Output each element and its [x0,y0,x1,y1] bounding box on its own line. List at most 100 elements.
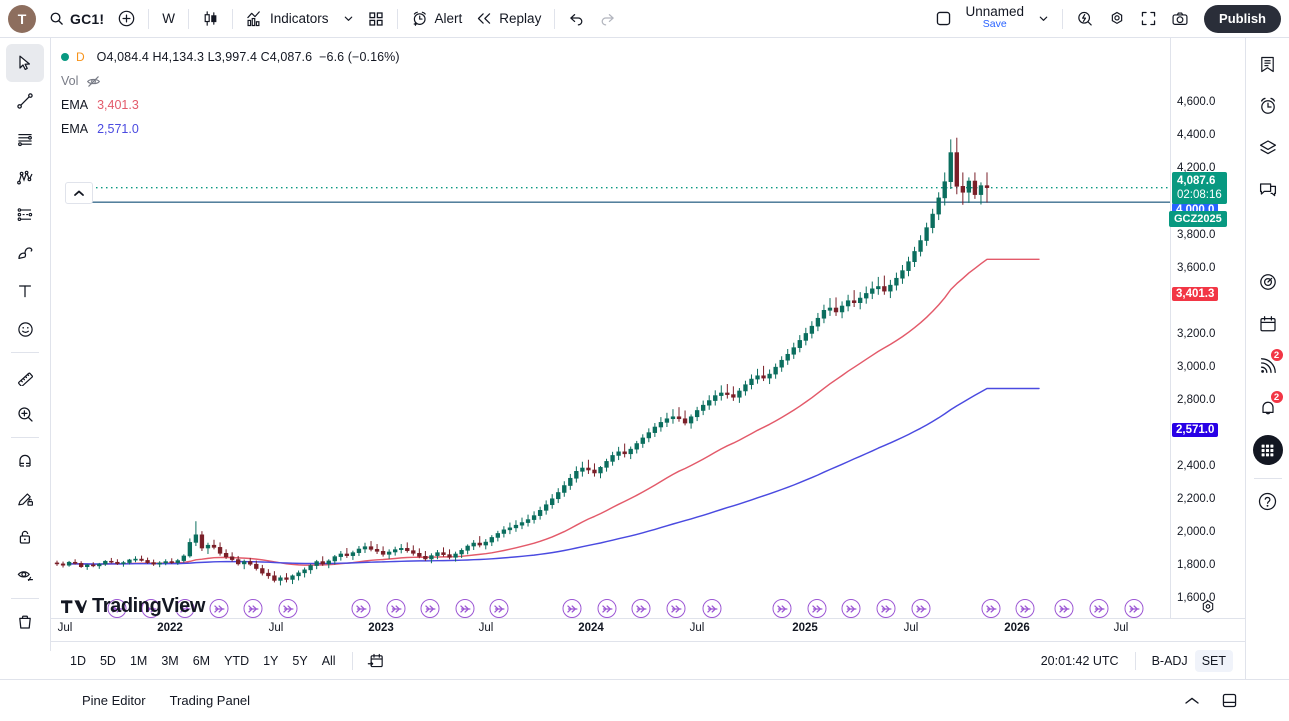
timeframe-6m[interactable]: 6M [192,653,211,668]
chat-icon[interactable] [1250,172,1286,208]
timeframe-1y[interactable]: 1Y [263,653,279,668]
news-icon[interactable]: 2 [1250,348,1286,384]
contract-rollover-marker[interactable] [911,599,931,618]
layout-square-button[interactable] [928,5,959,33]
adjustment-button[interactable]: B-ADJ [1151,653,1188,668]
legend-volume-row[interactable]: Vol [61,72,400,90]
price-scale[interactable]: 4,600.0 4,400.0 4,200.0 3,800.0 3,600.0 3,200… [1170,38,1245,637]
contract-rollover-marker[interactable] [841,599,861,618]
undo-button[interactable] [561,5,592,33]
cursor-tool[interactable] [6,44,44,82]
contract-rollover-marker[interactable] [175,599,195,618]
timeframe-3m[interactable]: 3M [161,653,179,668]
elliott-wave-tool[interactable] [6,158,44,196]
horizontal-lines-tool[interactable] [6,120,44,158]
contract-rollover-marker[interactable] [420,599,440,618]
contract-rollover-marker[interactable] [1089,599,1109,618]
contract-rollover-marker[interactable] [772,599,792,618]
alert-button[interactable]: Alert [404,5,470,33]
measure-tool[interactable] [6,357,44,395]
publish-button[interactable]: Publish [1204,4,1281,33]
contract-rollover-marker[interactable] [562,599,582,618]
text-tool[interactable] [6,272,44,310]
contract-rollover-marker[interactable] [243,599,263,618]
maximize-panel-icon[interactable] [1216,687,1243,714]
pane-collapse-button[interactable] [65,182,93,204]
trend-line-tool[interactable] [6,82,44,120]
legend-symbol-row[interactable]: D O4,084.4 H4,134.3 L3,997.4 C4,087.6 −6… [61,48,400,66]
help-icon[interactable] [1250,483,1286,519]
contract-rollover-marker[interactable] [278,599,298,618]
avatar[interactable]: T [8,4,36,33]
lock-drawings-tool[interactable] [6,518,44,556]
indicators-dropdown[interactable] [336,5,361,33]
contract-rollover-marker[interactable] [666,599,686,618]
contract-rollover-marker[interactable] [209,599,229,618]
chart-plot-area[interactable] [51,38,1170,618]
contract-rollover-marker[interactable] [981,599,1001,618]
symbol-search[interactable]: GC1! [42,5,111,33]
chart-clock[interactable]: 20:01:42 UTC [1040,653,1119,668]
add-symbol-button[interactable] [111,5,142,33]
contract-rollover-marker[interactable] [489,599,509,618]
replay-button[interactable]: Replay [469,5,548,33]
legend-ema2-row[interactable]: EMA 2,571.0 [61,120,400,138]
contract-rollover-marker[interactable] [1015,599,1035,618]
chart-settings-button[interactable] [1101,5,1133,33]
date-range-icon[interactable] [362,647,390,675]
interval-selector[interactable]: W [155,5,182,33]
settings-set-button[interactable]: SET [1194,649,1233,672]
brush-tool[interactable] [6,234,44,272]
timeframe-5d[interactable]: 5D [99,653,116,668]
eye-off-icon[interactable] [86,74,101,89]
quick-search-button[interactable] [1069,5,1101,33]
contract-rollover-marker[interactable] [455,599,475,618]
ideas-icon[interactable] [1250,264,1286,300]
price-scale-settings-icon[interactable] [1201,599,1216,614]
contract-rollover-marker[interactable] [386,599,406,618]
fib-retracement-tool[interactable] [6,196,44,234]
contract-rollover-marker[interactable] [702,599,722,618]
data-window-layers-icon[interactable] [1250,130,1286,166]
contract-rollover-marker[interactable] [1124,599,1144,618]
chart-pane[interactable]: D O4,084.4 H4,134.3 L3,997.4 C4,087.6 −6… [51,38,1245,641]
contract-rollover-marker[interactable] [141,599,161,618]
contract-rollover-marker[interactable] [1054,599,1074,618]
contract-rollover-marker[interactable] [631,599,651,618]
emoji-tool[interactable] [6,310,44,348]
expand-panel-icon[interactable] [1178,690,1206,712]
redo-button[interactable] [592,5,623,33]
tab-pine-editor[interactable]: Pine Editor [82,693,146,708]
chart-type-selector[interactable] [195,5,226,33]
timeframe-1d[interactable]: 1D [70,653,86,668]
drawing-mode-tool[interactable] [6,480,44,518]
contract-rollover-marker[interactable] [597,599,617,618]
fullscreen-button[interactable] [1133,5,1164,33]
timeframe-1m[interactable]: 1M [129,653,148,668]
layout-menu-button[interactable] [1031,5,1056,33]
watchlist-icon[interactable] [1250,46,1286,82]
contract-rollover-marker[interactable] [807,599,827,618]
remove-drawings-tool[interactable] [6,603,44,641]
tab-trading-panel[interactable]: Trading Panel [169,693,251,708]
contract-rollover-marker[interactable] [351,599,371,618]
layout-name-button[interactable]: Unnamed Save [959,4,1032,33]
layout-save-link[interactable]: Save [982,17,1007,30]
timeframe-5y[interactable]: 5Y [292,653,308,668]
magnet-tool[interactable] [6,442,44,480]
contract-rollover-marker[interactable] [107,599,127,618]
notifications-bell-icon[interactable]: 2 [1250,390,1286,426]
contract-rollover-marker[interactable] [876,599,896,618]
time-scale[interactable]: TradingView Jul 2022 Jul 2023 Jul 2024 Jul 2025… [51,595,1245,641]
snapshot-button[interactable] [1164,5,1196,33]
indicators-button[interactable]: Indicators [239,5,336,33]
apps-grid-icon[interactable] [1250,432,1286,468]
legend-ema1-row[interactable]: EMA 3,401.3 [61,96,400,114]
timeframe-all[interactable]: All [321,653,336,668]
hide-drawings-tool[interactable] [6,556,44,594]
templates-button[interactable] [361,5,391,33]
alerts-clock-icon[interactable] [1250,88,1286,124]
calendar-icon[interactable] [1250,306,1286,342]
timeframe-ytd[interactable]: YTD [224,653,250,668]
zoom-in-tool[interactable] [6,395,44,433]
